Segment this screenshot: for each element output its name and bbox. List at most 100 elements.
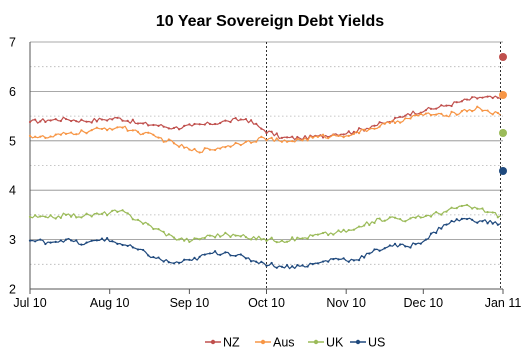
data-point-aus: [147, 131, 150, 134]
series-line-nz: [29, 95, 501, 141]
data-point-aus: [316, 135, 320, 138]
data-point-nz: [95, 120, 98, 123]
legend-item-nz: NZ: [205, 336, 240, 350]
data-point-us: [85, 241, 88, 244]
data-point-aus: [332, 133, 335, 136]
data-point-uk: [147, 223, 150, 226]
data-point-us: [352, 259, 355, 262]
data-point-aus: [383, 122, 386, 125]
data-point-aus: [476, 105, 479, 108]
data-point-uk: [157, 228, 160, 231]
data-point-us: [59, 239, 62, 242]
data-point-uk: [100, 212, 104, 216]
data-point-uk: [357, 225, 361, 228]
data-point-nz: [229, 120, 232, 124]
data-point-nz: [157, 124, 160, 128]
data-point-us: [280, 265, 284, 268]
series-line-uk: [29, 204, 501, 243]
data-point-aus: [270, 136, 273, 139]
data-point-aus: [363, 128, 366, 131]
data-point-aus: [126, 129, 129, 132]
legend-label: UK: [326, 336, 344, 350]
data-point-uk: [255, 238, 258, 241]
data-point-nz: [213, 122, 217, 126]
data-point-uk: [208, 234, 212, 237]
data-point-us: [126, 244, 129, 248]
data-point-aus: [116, 126, 119, 129]
data-point-uk: [285, 240, 289, 243]
data-point-aus: [239, 143, 242, 147]
data-point-nz: [445, 104, 448, 107]
data-point-uk: [383, 219, 386, 222]
data-point-nz: [435, 107, 438, 110]
data-point-uk: [136, 218, 140, 221]
data-point-uk: [229, 235, 232, 238]
data-point-us: [337, 258, 340, 261]
data-point-uk: [213, 236, 217, 239]
data-point-aus: [162, 140, 165, 143]
data-point-aus: [95, 126, 98, 129]
data-point-nz: [265, 131, 268, 135]
data-point-us: [409, 246, 412, 249]
data-point-aus: [249, 141, 253, 144]
data-point-aus: [203, 147, 206, 150]
data-point-us: [142, 248, 145, 252]
data-point-us: [75, 239, 78, 242]
data-point-us: [39, 238, 42, 241]
data-point-aus: [244, 140, 248, 143]
data-point-us: [167, 261, 170, 264]
chart-title: 10 Year Sovereign Debt Yields: [156, 13, 384, 30]
data-point-us: [301, 264, 304, 267]
data-point-us: [121, 243, 124, 247]
x-tick-label: Nov 10: [326, 296, 366, 310]
data-point-aus: [265, 139, 268, 142]
x-tick-label: Dec 10: [404, 296, 444, 310]
data-point-aus: [178, 145, 181, 148]
data-point-aus: [172, 142, 176, 145]
legend-item-uk: UK: [308, 336, 344, 350]
data-point-us: [229, 254, 232, 257]
data-point-aus: [90, 129, 93, 132]
data-point-nz: [275, 132, 278, 135]
data-point-uk: [311, 234, 314, 237]
data-point-uk: [64, 213, 68, 216]
data-point-aus: [450, 110, 453, 113]
data-point-uk: [424, 214, 427, 217]
data-point-nz: [239, 118, 242, 121]
data-point-aus: [435, 113, 438, 116]
data-point-us: [208, 252, 212, 255]
data-point-uk: [121, 209, 124, 212]
data-point-aus: [486, 109, 489, 112]
data-point-aus: [321, 133, 325, 136]
data-point-uk: [316, 233, 320, 236]
data-point-aus: [34, 135, 37, 138]
series-line-aus: [29, 106, 501, 154]
data-point-aus: [275, 137, 278, 140]
data-point-us: [255, 260, 258, 263]
data-point-aus: [224, 146, 227, 149]
data-point-us: [404, 245, 407, 248]
data-point-uk: [342, 228, 345, 231]
data-point-aus: [75, 133, 78, 136]
data-point-us: [106, 236, 109, 240]
data-point-uk: [152, 227, 155, 231]
data-point-aus: [100, 127, 104, 131]
data-point-us: [162, 260, 165, 263]
data-point-uk: [116, 210, 119, 214]
data-point-aus: [49, 135, 52, 138]
data-point-aus: [352, 132, 355, 135]
legend: NZ Aus UK US: [205, 336, 385, 350]
data-point-us: [244, 257, 248, 260]
data-point-nz: [471, 96, 474, 99]
data-point-uk: [183, 239, 186, 242]
data-point-us: [265, 264, 268, 267]
y-tick-label: 4: [9, 184, 16, 198]
x-tick-label: Jan 11: [485, 296, 522, 310]
data-point-uk: [476, 207, 479, 210]
data-point-nz: [85, 120, 88, 123]
data-point-aus: [460, 110, 463, 113]
data-point-us: [275, 266, 278, 269]
data-point-aus: [106, 129, 109, 132]
data-point-nz: [178, 128, 181, 131]
